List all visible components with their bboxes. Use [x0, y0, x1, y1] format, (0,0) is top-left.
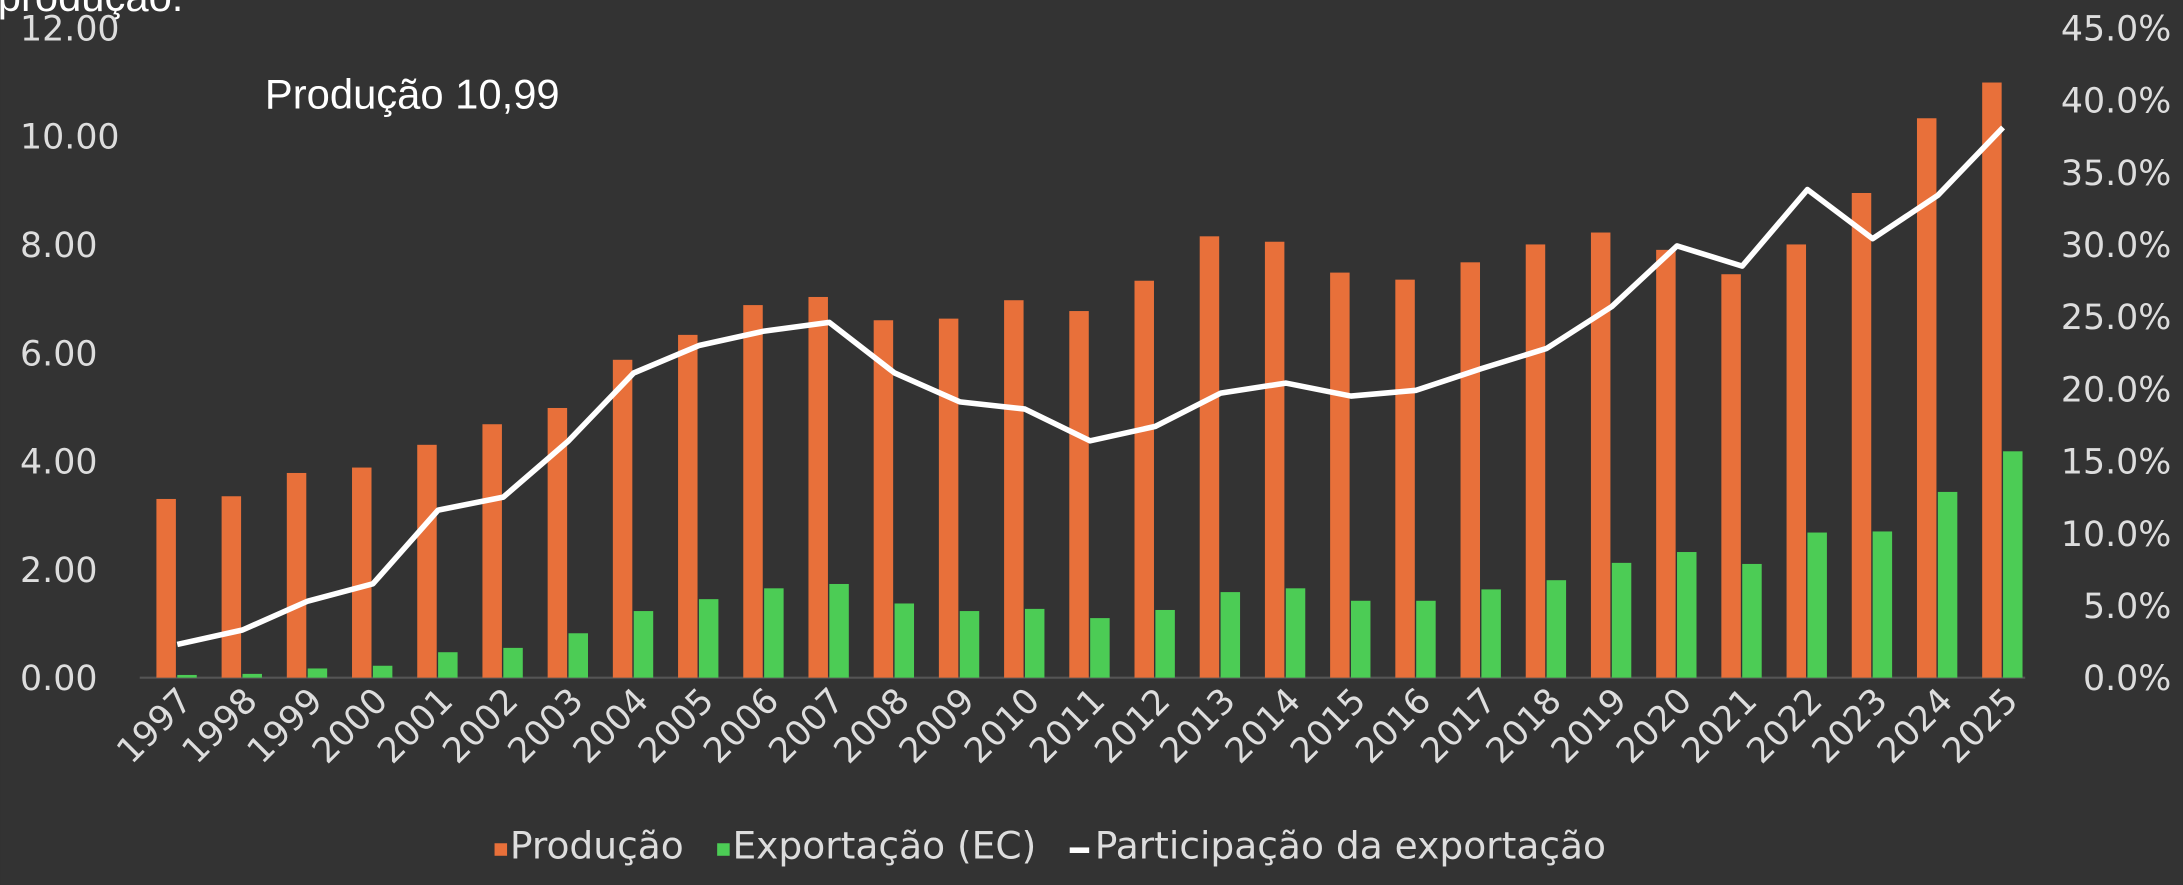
bar — [1395, 280, 1414, 678]
bar — [287, 473, 306, 678]
bar — [678, 335, 697, 678]
bar — [764, 588, 783, 677]
bar — [1852, 193, 1871, 678]
legend-swatch — [495, 843, 508, 856]
bar — [1286, 588, 1305, 677]
bar — [699, 599, 718, 678]
bar — [960, 611, 979, 678]
y2-tick-label: 25.0% — [2061, 298, 2171, 338]
bar — [634, 611, 653, 678]
bar — [503, 648, 522, 678]
bar — [1330, 273, 1349, 678]
bar — [417, 445, 436, 678]
bar — [1591, 233, 1610, 678]
bar — [1069, 311, 1088, 678]
bar — [482, 424, 501, 677]
y2-tick-label: 45.0% — [2061, 9, 2171, 49]
bar — [939, 319, 958, 678]
bar — [1155, 610, 1174, 678]
y-tick-label: 4.00 — [20, 443, 97, 483]
y2-tick-label: 20.0% — [2061, 370, 2171, 410]
bar — [1742, 564, 1761, 678]
y-tick-label: 0.00 — [20, 659, 97, 699]
legend-label: Exportação (EC) — [732, 824, 1036, 868]
y2-tick-label: 0.0% — [2083, 659, 2171, 699]
bar — [1416, 601, 1435, 678]
bar — [808, 297, 827, 678]
bar — [1982, 83, 2001, 678]
bar — [1481, 589, 1500, 677]
y2-tick-label: 40.0% — [2061, 82, 2171, 122]
bar — [1526, 244, 1545, 677]
y-tick-label: 10.00 — [20, 118, 120, 158]
bar — [1004, 300, 1023, 677]
y2-tick-label: 10.0% — [2061, 515, 2171, 555]
legend-label: Participação da exportação — [1095, 824, 1606, 868]
bar — [222, 496, 241, 677]
bar — [1265, 242, 1284, 678]
bar — [613, 360, 632, 678]
bar — [1873, 531, 1892, 677]
legend-label: Produção — [510, 824, 684, 868]
bar — [1351, 601, 1370, 678]
bar — [438, 652, 457, 677]
y2-tick-label: 5.0% — [2083, 587, 2171, 627]
bar — [242, 674, 261, 678]
bar — [1938, 492, 1957, 678]
bar — [829, 584, 848, 678]
bar — [1677, 552, 1696, 678]
bar — [1200, 236, 1219, 677]
bar — [569, 633, 588, 677]
bar — [1656, 250, 1675, 678]
y-tick-label: 6.00 — [20, 334, 97, 374]
bar — [156, 499, 175, 678]
page: {"chart_data":{"type":"bar-line", "annot… — [0, 0, 2183, 885]
bar — [895, 603, 914, 677]
bar — [308, 668, 327, 677]
chart: produção. Produção 10,99 0.002.004.006.0… — [0, 0, 2183, 885]
bar — [1612, 563, 1631, 678]
bar — [352, 468, 371, 678]
legend-swatch — [717, 843, 730, 856]
bar — [1461, 262, 1480, 677]
annotation: Produção 10,99 — [265, 71, 560, 118]
bar — [874, 320, 893, 677]
bar — [1221, 592, 1240, 678]
y2-tick-label: 30.0% — [2061, 226, 2171, 266]
bar — [1134, 281, 1153, 678]
bar — [1090, 618, 1109, 678]
bar — [177, 675, 196, 678]
bar — [1721, 274, 1740, 677]
bar — [2003, 451, 2022, 677]
bar — [373, 666, 392, 678]
bar — [1807, 533, 1826, 678]
bar — [1025, 609, 1044, 678]
y-tick-label: 2.00 — [20, 551, 97, 591]
bar — [743, 305, 762, 678]
y-tick-label: 12.00 — [20, 9, 120, 49]
y2-tick-label: 35.0% — [2061, 154, 2171, 194]
legend-swatch — [1070, 847, 1089, 853]
y2-tick-label: 15.0% — [2061, 443, 2171, 483]
bar — [1787, 244, 1806, 677]
y-tick-label: 8.00 — [20, 226, 97, 266]
bar — [1547, 580, 1566, 677]
